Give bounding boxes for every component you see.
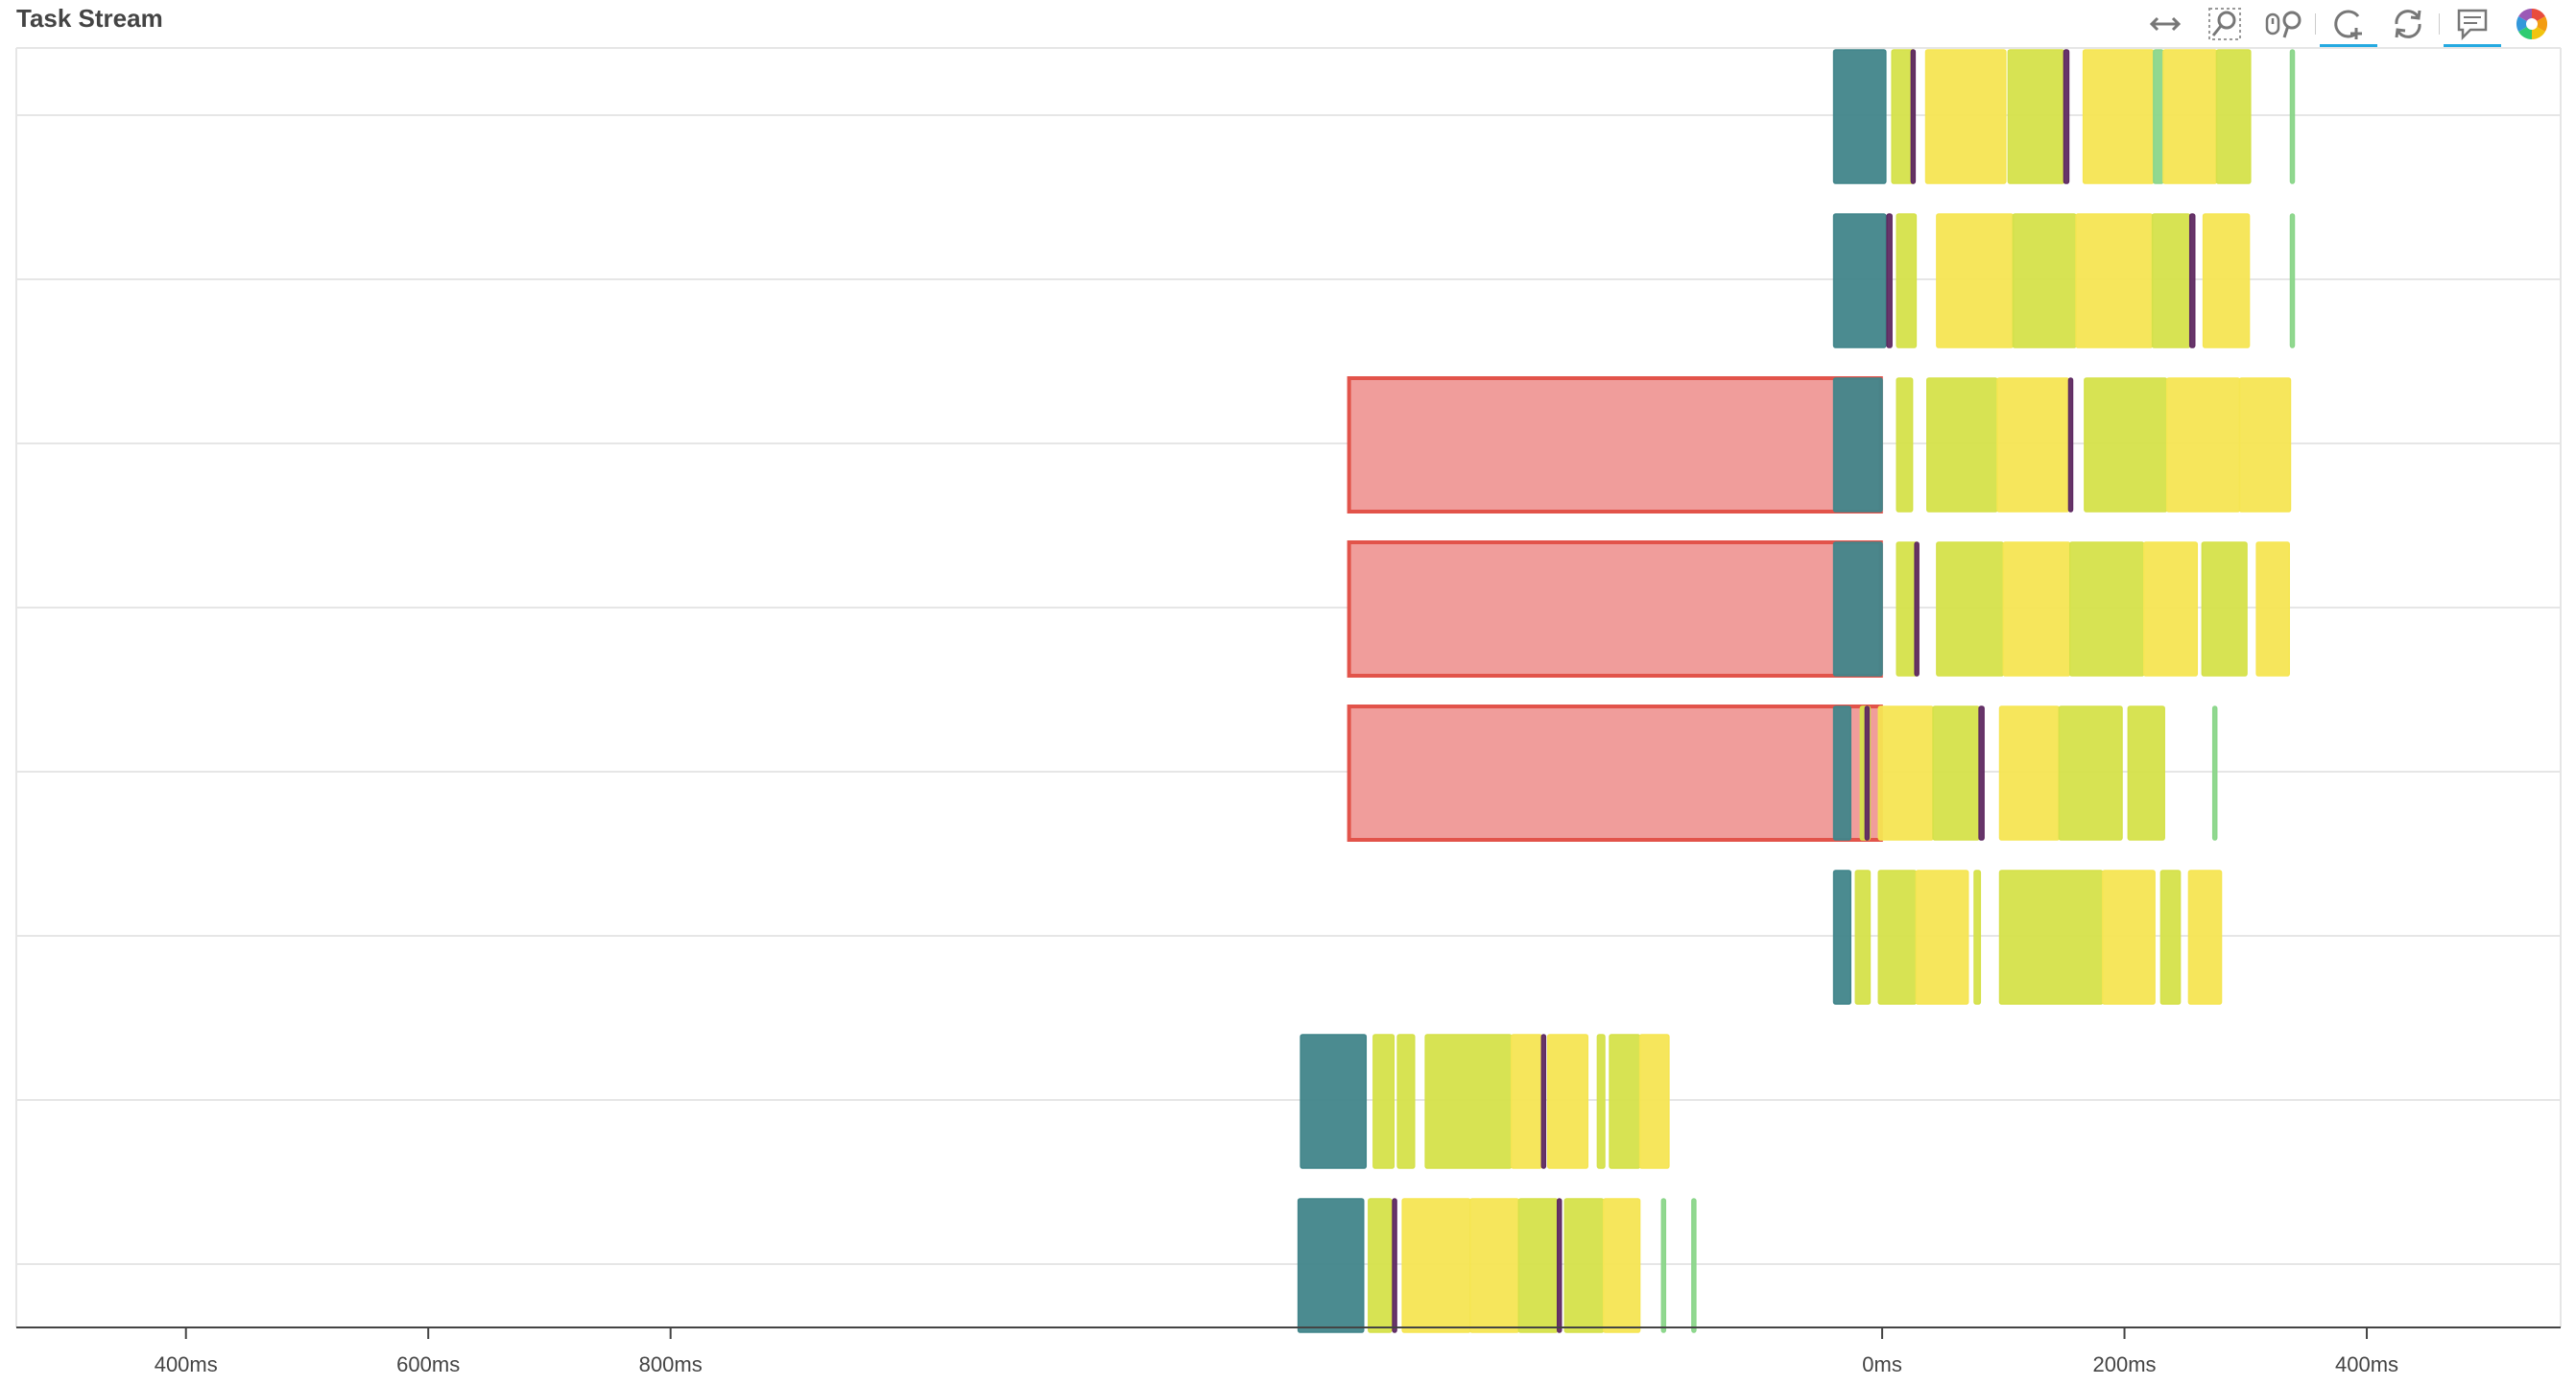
task-bar[interactable] — [2163, 50, 2217, 183]
task-bar[interactable] — [1937, 214, 2014, 347]
task-bar[interactable] — [2160, 871, 2180, 1004]
task-bar[interactable] — [2013, 214, 2076, 347]
task-bar[interactable] — [1834, 378, 1882, 512]
task-bar[interactable] — [2085, 378, 2167, 512]
task-bar[interactable] — [1896, 214, 1916, 347]
task-bar[interactable] — [1937, 542, 2003, 676]
task-bar[interactable] — [2202, 542, 2247, 676]
task-bar[interactable] — [1926, 50, 2006, 183]
task-bar[interactable] — [2153, 214, 2190, 347]
x-tick-label: 0ms — [1862, 1352, 1902, 1376]
task-bar[interactable] — [2144, 542, 2198, 676]
x-tick-label: 400ms — [155, 1352, 218, 1376]
task-bar[interactable] — [1878, 706, 1933, 840]
task-bar[interactable] — [1834, 871, 1851, 1004]
task-bar[interactable] — [2000, 706, 2060, 840]
task-bar[interactable] — [1564, 1199, 1603, 1332]
x-tick-label: 200ms — [2093, 1352, 2157, 1376]
task-bar[interactable] — [1425, 1035, 1512, 1168]
task-bar[interactable] — [2216, 50, 2250, 183]
task-bar[interactable] — [1878, 871, 1916, 1004]
task-bar[interactable] — [2000, 871, 2103, 1004]
task-bar[interactable] — [2190, 214, 2195, 347]
task-bar[interactable] — [1299, 1199, 1364, 1332]
task-bar[interactable] — [1834, 542, 1882, 676]
task-bar[interactable] — [2213, 706, 2217, 840]
task-bar[interactable] — [2008, 50, 2063, 183]
task-stream-plot[interactable]: 400ms 600ms 800ms 0ms 200ms 400ms — [0, 0, 2576, 1386]
task-bar[interactable] — [2188, 871, 2221, 1004]
task-bar[interactable] — [1548, 1035, 1588, 1168]
task-bar[interactable] — [1834, 706, 1851, 840]
task-bar[interactable] — [2076, 214, 2153, 347]
task-bar[interactable] — [1979, 706, 1984, 840]
task-bar[interactable] — [1597, 1035, 1605, 1168]
task-rectangles — [1299, 50, 2295, 1332]
task-bar[interactable] — [1661, 1199, 1665, 1332]
task-bar[interactable] — [1997, 378, 2068, 512]
task-bar[interactable] — [1393, 1199, 1396, 1332]
task-bar[interactable] — [1369, 1199, 1392, 1332]
task-bar[interactable] — [1402, 1199, 1470, 1332]
task-bar[interactable] — [1834, 214, 1886, 347]
x-tick-label: 600ms — [396, 1352, 460, 1376]
task-bar[interactable] — [1397, 1035, 1415, 1168]
task-bar[interactable] — [1558, 1199, 1562, 1332]
task-bar[interactable] — [2256, 542, 2289, 676]
task-bar[interactable] — [1927, 378, 1997, 512]
task-bar[interactable] — [2239, 378, 2290, 512]
x-axis: 400ms 600ms 800ms 0ms 200ms 400ms — [16, 1327, 2561, 1376]
task-bar[interactable] — [1865, 706, 1869, 840]
task-bar[interactable] — [1933, 706, 1979, 840]
task-bar[interactable] — [2103, 871, 2155, 1004]
task-bar[interactable] — [2290, 214, 2294, 347]
task-bar[interactable] — [1604, 1199, 1640, 1332]
task-bar[interactable] — [1915, 542, 1919, 676]
task-bar[interactable] — [1373, 1035, 1394, 1168]
task-bar[interactable] — [1349, 542, 1881, 676]
task-bar[interactable] — [1855, 871, 1870, 1004]
task-bar[interactable] — [2070, 542, 2144, 676]
task-bar[interactable] — [1518, 1199, 1557, 1332]
task-bar[interactable] — [2003, 542, 2069, 676]
task-bar[interactable] — [1349, 706, 1881, 840]
task-bar[interactable] — [1541, 1035, 1545, 1168]
task-bar[interactable] — [1834, 50, 1886, 183]
task-bar[interactable] — [2128, 706, 2164, 840]
task-bar[interactable] — [2167, 378, 2240, 512]
task-bar[interactable] — [2059, 706, 2122, 840]
task-bar[interactable] — [1896, 378, 1912, 512]
task-bar[interactable] — [1300, 1035, 1366, 1168]
task-bar[interactable] — [1692, 1199, 1696, 1332]
task-bar[interactable] — [1916, 871, 1968, 1004]
task-bar[interactable] — [1911, 50, 1915, 183]
task-bar[interactable] — [1349, 378, 1881, 512]
task-bar[interactable] — [1512, 1035, 1542, 1168]
task-bar[interactable] — [2154, 50, 2163, 183]
task-bar[interactable] — [2068, 378, 2072, 512]
x-tick-label: 800ms — [639, 1352, 703, 1376]
task-bar[interactable] — [2204, 214, 2250, 347]
x-tick-label: 400ms — [2335, 1352, 2398, 1376]
task-bar[interactable] — [2063, 50, 2068, 183]
task-bar[interactable] — [1974, 871, 1980, 1004]
task-bar[interactable] — [1887, 214, 1892, 347]
task-bar[interactable] — [1470, 1199, 1518, 1332]
task-bar[interactable] — [1610, 1035, 1640, 1168]
task-bar[interactable] — [2290, 50, 2294, 183]
task-bar[interactable] — [1640, 1035, 1669, 1168]
task-bar[interactable] — [2084, 50, 2154, 183]
